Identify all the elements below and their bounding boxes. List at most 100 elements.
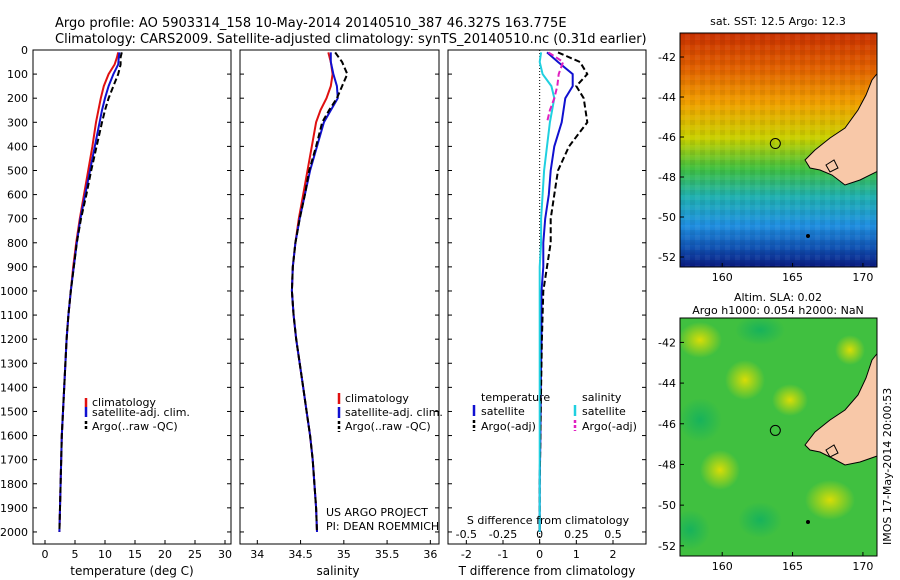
depth-axis: 0 100 200 300 400 500 600 700 800 900 1000 1100 1200… — [0, 44, 646, 539]
lon-tick-label: 165 — [782, 271, 803, 284]
depth-tick-label: 1000 — [0, 285, 28, 298]
legend-climatology: climatology — [345, 392, 409, 405]
legend-satellite: satellite-adj. clim. — [92, 406, 190, 419]
legend-argo: Argo(..raw -QC) — [345, 420, 431, 433]
legend-temp-satellite: satellite — [481, 405, 525, 418]
depth-tick-label: 2000 — [0, 526, 28, 539]
x-tick-label: 34 — [250, 548, 264, 561]
lon-tick-label: 170 — [852, 560, 873, 573]
depth-tick-label: 1700 — [0, 454, 28, 467]
salinity-x-axis: 34 34.5 35 35.5 36 — [250, 540, 437, 561]
x-tick-label: 20 — [158, 548, 172, 561]
x-tick-label: 34.5 — [288, 548, 313, 561]
x-tick-label: 1 — [573, 548, 580, 561]
depth-tick-label: 300 — [7, 116, 28, 129]
sla-map-title-1: Altim. SLA: 0.02 — [734, 291, 822, 304]
lat-tick-label: -44 — [658, 91, 676, 104]
depth-tick-label: 900 — [7, 261, 28, 274]
legend-climatology: climatology — [92, 396, 156, 409]
x-tick-label: 36 — [423, 548, 437, 561]
project-label: US ARGO PROJECT — [326, 506, 428, 519]
x-tick-label: 10 — [98, 548, 112, 561]
series-line-1 — [58, 52, 120, 533]
island-dot — [806, 234, 810, 238]
depth-tick-label: 1300 — [0, 357, 28, 370]
series-line-3 — [58, 52, 123, 533]
sla-map-title-2: Argo h1000: 0.054 h2000: NaN — [692, 304, 864, 317]
series-line-1 — [538, 51, 574, 532]
depth-tick-label: 400 — [7, 140, 28, 153]
legend-argo: Argo(..raw -QC) — [92, 420, 178, 433]
difference-axes-box — [447, 49, 647, 545]
legend-sal-satellite: satellite — [582, 405, 626, 418]
depth-tick-label: 1900 — [0, 502, 28, 515]
temperature-x-axis: 0 5 10 15 20 25 30 — [42, 540, 232, 561]
difference-xlabel: T difference from climatology — [458, 564, 636, 578]
depth-tick-label: 500 — [7, 164, 28, 177]
temperature-legend: climatology satellite-adj. clim. Argo(..… — [84, 396, 190, 433]
lat-tick-label: -52 — [658, 251, 676, 264]
temperature-panel: 0100200300400500600700800900100011001200… — [0, 44, 646, 578]
lat-tick-label: -42 — [658, 51, 676, 64]
depth-tick-label: 1100 — [0, 309, 28, 322]
lat-tick-label: -48 — [658, 458, 676, 471]
x-tick-label: 35 — [337, 548, 351, 561]
depth-tick-label: 100 — [7, 68, 28, 81]
difference-legend: temperature satellite Argo(-adj) salinit… — [472, 391, 637, 433]
pi-label: PI: DEAN ROEMMICH — [326, 520, 439, 533]
lat-tick-label: -46 — [658, 418, 676, 431]
x-tick-label: 2 — [610, 548, 617, 561]
top-tick-label: -0.25 — [489, 528, 517, 541]
top-tick-label: 0.25 — [564, 528, 589, 541]
sst-map-frame — [679, 32, 878, 268]
salinity-axes-box — [239, 49, 440, 545]
land-mass — [804, 352, 877, 466]
x-tick-label: -2 — [461, 548, 472, 561]
header-line-1: Argo profile: AO 5903314_158 10-May-2014… — [55, 16, 567, 31]
lon-tick-label: 165 — [782, 560, 803, 573]
temperature-xlabel: temperature (deg C) — [70, 564, 193, 578]
difference-top-label: S difference from climatology — [467, 514, 630, 527]
sla-map-frame — [679, 317, 878, 557]
land-mass — [825, 444, 839, 458]
series-line-3 — [290, 51, 349, 533]
x-tick-label: 0 — [536, 548, 543, 561]
top-tick-label: -0.5 — [456, 528, 477, 541]
header-line-2: Climatology: CARS2009. Satellite-adjuste… — [55, 32, 647, 47]
argo-location-marker — [769, 424, 781, 436]
depth-tick-label: 600 — [7, 189, 28, 202]
lon-tick-label: 160 — [712, 560, 733, 573]
sst-map-axes: 160 165 170 -42 -44 -46 -48 -50 -52 — [658, 51, 873, 284]
series-line-2 — [58, 52, 121, 533]
imos-timestamp: IMOS 17-May-2014 20:00:53 — [881, 388, 894, 545]
top-tick-label: 0.5 — [604, 528, 622, 541]
salinity-lines — [290, 51, 349, 533]
legend-temp-argo: Argo(-adj) — [481, 420, 536, 433]
difference-x-axis: -2 -1 0 1 2 — [461, 540, 617, 561]
salinity-xlabel: salinity — [316, 564, 359, 578]
salinity-panel: 34 34.5 35 35.5 36 salinity climatology sate… — [239, 49, 443, 578]
legend-temperature-title: temperature — [481, 391, 550, 404]
land-mass — [825, 159, 839, 173]
temperature-axes-box — [32, 49, 232, 545]
island-dot — [806, 520, 810, 524]
depth-tick-label: 700 — [7, 213, 28, 226]
lat-tick-label: -50 — [658, 499, 676, 512]
x-tick-label: 25 — [188, 548, 202, 561]
depth-tick-label: 1400 — [0, 381, 28, 394]
top-tick-label: 0 — [536, 528, 543, 541]
lon-tick-label: 170 — [852, 271, 873, 284]
depth-tick-label: 800 — [7, 237, 28, 250]
temperature-lines — [58, 52, 123, 533]
lat-tick-label: -50 — [658, 211, 676, 224]
depth-tick-label: 1500 — [0, 405, 28, 418]
series-line-3 — [538, 52, 556, 532]
depth-tick-label: 0 — [21, 44, 28, 57]
depth-tick-label: 1800 — [0, 478, 28, 491]
lat-tick-label: -44 — [658, 377, 676, 390]
difference-lines — [538, 51, 589, 532]
salinity-legend: climatology satellite-adj. clim. Argo(..… — [337, 392, 443, 433]
sla-map-axes: 160 165 170 -42 -44 -46 -48 -50 -52 — [658, 336, 873, 573]
depth-tick-label: 1600 — [0, 430, 28, 443]
